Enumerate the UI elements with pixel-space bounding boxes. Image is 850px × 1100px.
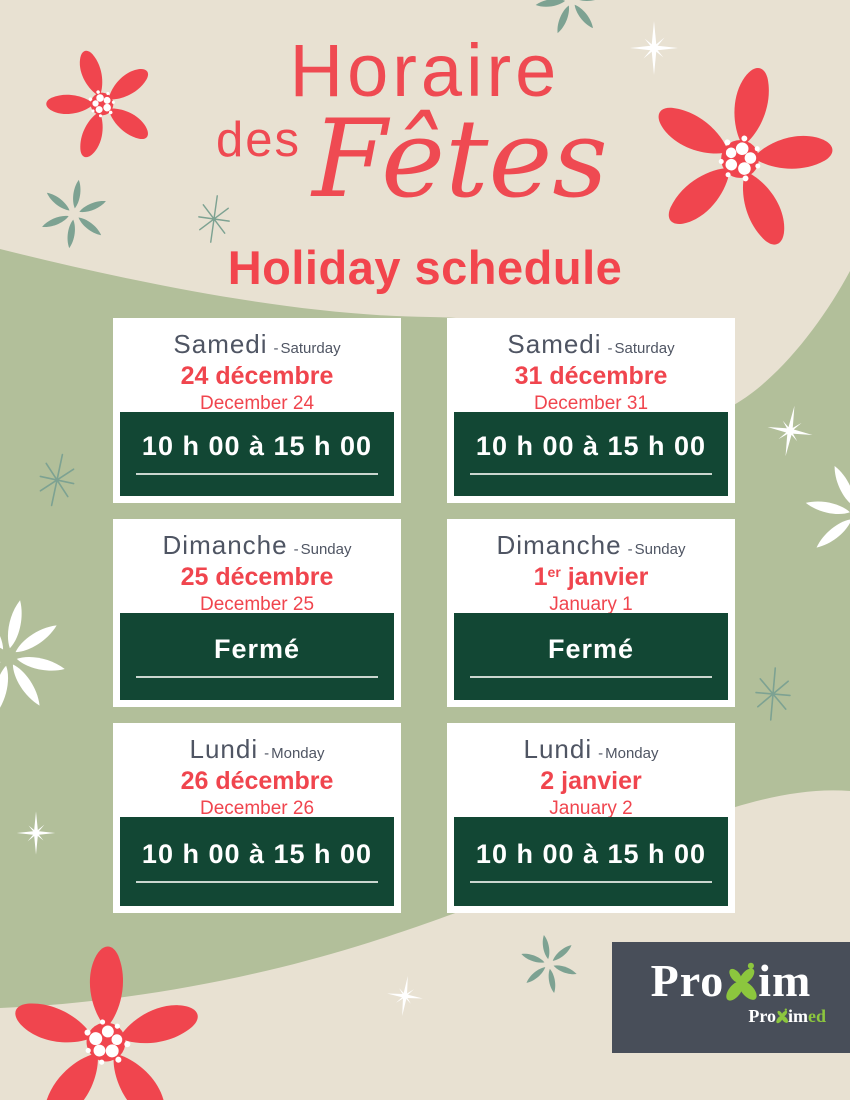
day-separator: - xyxy=(264,745,270,762)
hours-panel: 10 h 00 à 15 h 00 xyxy=(454,817,728,906)
proxim-wordmark: Pro im xyxy=(612,958,850,1004)
day-separator: - xyxy=(293,541,299,558)
date-english: January 1 xyxy=(549,594,633,615)
day-name-fr: Lundi xyxy=(189,734,259,764)
date-english: December 24 xyxy=(199,393,315,414)
card-header: Lundi - Monday 2 janvier January 2 xyxy=(454,723,728,819)
leaf-star-icon xyxy=(517,930,580,997)
date-fr-month: décembre xyxy=(542,362,668,390)
hours-underline xyxy=(470,675,712,678)
hours-panel: Fermé xyxy=(120,613,394,700)
day-separator: - xyxy=(598,745,604,762)
title-horaire: Horaire xyxy=(289,29,561,112)
sparkle-icon xyxy=(384,973,426,1019)
day-name-en: Saturday xyxy=(614,340,675,357)
date-fr-number: 2 xyxy=(540,767,555,795)
title-fetes-script: Fêtes xyxy=(312,97,608,222)
date-french: 1er janvier xyxy=(534,565,649,590)
day-separator: - xyxy=(273,340,279,357)
proximed-text-ed: ed xyxy=(808,1006,826,1026)
day-line: Samedi - Saturday xyxy=(173,331,340,357)
date-english: January 2 xyxy=(549,798,633,819)
schedule-card: Lundi - Monday 2 janvier January 2 10 h 00… xyxy=(447,723,735,913)
hours-text: 10 h 00 à 15 h 00 xyxy=(475,431,707,461)
date-french: 26 décembre xyxy=(181,769,334,794)
date-fr-number: 26 xyxy=(180,767,209,795)
date-english: December 26 xyxy=(199,798,315,819)
hours-underline xyxy=(136,880,378,883)
card-header: Dimanche - Sunday 25 décembre December 25 xyxy=(120,519,394,615)
hours-panel: 10 h 00 à 15 h 00 xyxy=(120,412,394,496)
proximed-x-leaf-icon xyxy=(776,1008,789,1024)
date-fr-number: 31 xyxy=(514,362,543,390)
date-fr-number: 24 xyxy=(180,362,209,390)
title-des: des xyxy=(216,113,302,167)
hours-panel: 10 h 00 à 15 h 00 xyxy=(120,817,394,906)
date-fr-number: 1 xyxy=(533,563,548,591)
logo-text-post: im xyxy=(758,955,812,1006)
title-holiday-schedule: Holiday schedule xyxy=(227,241,623,294)
date-french: 31 décembre xyxy=(515,364,668,389)
date-fr-ordinal: er xyxy=(547,564,561,580)
day-name-en: Sunday xyxy=(300,541,352,558)
hours-underline xyxy=(470,473,712,475)
date-fr-month: décembre xyxy=(208,767,334,795)
day-name-en: Monday xyxy=(271,745,325,762)
schedule-card: Samedi - Saturday 31 décembre December 31 … xyxy=(447,318,735,503)
hours-text: Fermé xyxy=(213,633,301,664)
hours-panel: 10 h 00 à 15 h 00 xyxy=(454,412,728,496)
card-header: Samedi - Saturday 31 décembre December 31 xyxy=(454,318,728,414)
hours-text: 10 h 00 à 15 h 00 xyxy=(475,838,707,869)
day-name-fr: Lundi xyxy=(523,734,593,764)
date-french: 2 janvier xyxy=(540,769,641,794)
day-name-fr: Dimanche xyxy=(496,530,622,560)
date-french: 25 décembre xyxy=(181,565,334,590)
day-separator: - xyxy=(607,340,613,357)
date-fr-month: décembre xyxy=(208,563,334,591)
day-name-en: Sunday xyxy=(634,541,686,558)
day-line: Samedi - Saturday xyxy=(507,331,674,357)
date-fr-month: décembre xyxy=(208,362,334,390)
day-line: Lundi - Monday xyxy=(524,736,659,762)
day-line: Dimanche - Sunday xyxy=(163,532,352,558)
date-fr-number: 25 xyxy=(180,563,209,591)
proximed-text-pre: Pro xyxy=(748,1006,776,1026)
proximed-text-mid: im xyxy=(788,1006,808,1026)
hours-text: Fermé xyxy=(547,633,635,664)
schedule-card: Dimanche - Sunday 1er janvier January 1 Fe… xyxy=(447,519,735,707)
card-header: Dimanche - Sunday 1er janvier January 1 xyxy=(454,519,728,615)
date-english: December 25 xyxy=(199,594,315,615)
schedule-grid: Samedi - Saturday 24 décembre December 24 … xyxy=(113,318,735,913)
card-header: Lundi - Monday 26 décembre December 26 xyxy=(120,723,394,819)
proximed-wordmark: Pro imed xyxy=(612,1007,850,1025)
hours-panel: Fermé xyxy=(454,613,728,700)
proxim-logo: Pro im Pro imed xyxy=(612,942,850,1053)
date-fr-month: janvier xyxy=(560,563,649,591)
hours-text: 10 h 00 à 15 h 00 xyxy=(141,838,373,869)
schedule-card: Samedi - Saturday 24 décembre December 24 … xyxy=(113,318,401,503)
hours-underline xyxy=(470,880,712,883)
hours-text: 10 h 00 à 15 h 00 xyxy=(141,431,373,461)
day-separator: - xyxy=(627,541,633,558)
hours-underline xyxy=(136,675,378,678)
logo-text-pre: Pro xyxy=(650,955,725,1006)
proxim-x-leaf-icon xyxy=(726,962,757,1001)
card-header: Samedi - Saturday 24 décembre December 24 xyxy=(120,318,394,414)
day-name-fr: Samedi xyxy=(173,329,268,359)
day-name-en: Saturday xyxy=(280,340,341,357)
day-line: Dimanche - Sunday xyxy=(497,532,686,558)
day-name-fr: Samedi xyxy=(507,329,602,359)
day-name-en: Monday xyxy=(605,745,659,762)
schedule-card: Dimanche - Sunday 25 décembre December 25 … xyxy=(113,519,401,707)
date-english: December 31 xyxy=(533,393,649,414)
date-fr-month: janvier xyxy=(554,767,642,795)
day-name-fr: Dimanche xyxy=(162,530,288,560)
date-french: 24 décembre xyxy=(181,364,334,389)
day-line: Lundi - Monday xyxy=(190,736,325,762)
hours-underline xyxy=(136,473,378,475)
schedule-card: Lundi - Monday 26 décembre December 26 10 … xyxy=(113,723,401,913)
